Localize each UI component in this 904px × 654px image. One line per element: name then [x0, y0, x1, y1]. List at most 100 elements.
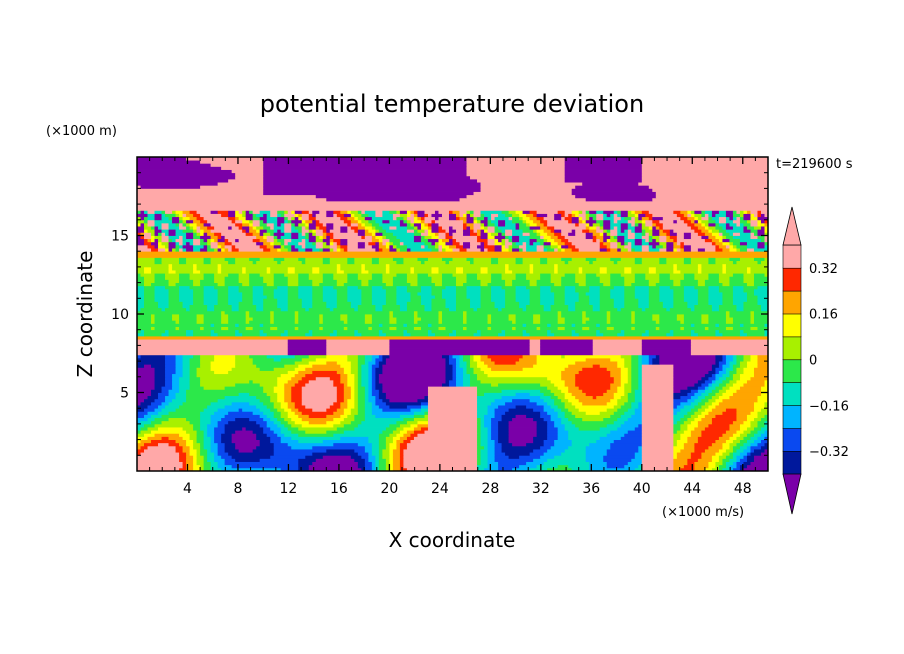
- field-cell: [210, 332, 219, 337]
- field-cell: [175, 282, 194, 287]
- field-cell: [343, 370, 352, 375]
- field-cell: [522, 210, 531, 214]
- field-cell: [371, 467, 376, 471]
- field-cell: [456, 367, 464, 371]
- field-cell: [557, 263, 674, 268]
- field-cell: [417, 282, 436, 287]
- field-cell: [371, 464, 376, 469]
- field-cell: [683, 320, 702, 324]
- field-cell: [137, 414, 145, 419]
- field-cell: [431, 298, 446, 302]
- field-cell: [235, 383, 261, 387]
- field-cell: [357, 222, 362, 227]
- field-cell: [228, 238, 236, 243]
- field-cell: [729, 467, 734, 471]
- field-cell: [540, 414, 552, 419]
- field-cell: [484, 244, 495, 249]
- field-cell: [424, 307, 432, 312]
- field-cell: [641, 241, 650, 246]
- field-cell: [505, 238, 509, 243]
- field-cell: [676, 442, 685, 447]
- field-cell: [704, 395, 713, 400]
- field-cell: [231, 219, 236, 224]
- field-cell: [606, 248, 611, 252]
- field-cell: [200, 238, 205, 243]
- field-cell: [536, 232, 541, 236]
- field-cell: [466, 317, 488, 321]
- field-cell: [406, 273, 418, 277]
- colorbar-segment: [782, 313, 802, 338]
- field-cell: [147, 445, 176, 450]
- field-cell: [718, 401, 755, 406]
- field-cell: [382, 370, 446, 375]
- field-cell: [470, 213, 474, 218]
- field-cell: [750, 452, 762, 456]
- field-cell: [715, 244, 720, 249]
- field-cell: [347, 257, 355, 262]
- field-cell: [540, 342, 594, 346]
- field-cell: [179, 433, 190, 437]
- field-cell: [620, 436, 643, 440]
- field-cell: [137, 379, 155, 384]
- field-cell: [452, 257, 467, 262]
- field-cell: [361, 467, 366, 471]
- field-cell: [484, 467, 499, 471]
- field-cell: [214, 427, 226, 431]
- field-cell: [746, 427, 755, 431]
- field-cell: [305, 232, 310, 236]
- field-cell: [676, 263, 699, 268]
- field-cell: [378, 436, 387, 440]
- field-cell: [175, 367, 183, 371]
- field-cell: [308, 276, 324, 280]
- field-cell: [522, 307, 527, 312]
- field-cell: [396, 301, 408, 305]
- field-cell: [144, 216, 148, 221]
- field-cell: [690, 408, 699, 412]
- field-cell: [228, 295, 243, 299]
- field-cell: [487, 219, 492, 224]
- field-cell: [487, 270, 506, 274]
- field-cell: [564, 395, 576, 400]
- field-cell: [333, 401, 341, 406]
- field-cell: [336, 248, 341, 252]
- field-cell: [424, 229, 429, 233]
- field-cell: [708, 445, 723, 450]
- field-cell: [168, 222, 176, 227]
- field-cell: [238, 273, 250, 277]
- field-cell: [228, 411, 254, 415]
- field-cell: [722, 263, 727, 268]
- field-cell: [634, 392, 643, 397]
- field-cell: [305, 222, 310, 227]
- field-cell: [564, 210, 573, 214]
- field-cell: [298, 257, 306, 262]
- field-cell: [676, 405, 685, 409]
- field-cell: [610, 219, 615, 224]
- field-cell: [599, 270, 608, 274]
- field-cell: [529, 210, 538, 214]
- field-cell: [648, 241, 660, 246]
- field-cell: [427, 392, 478, 397]
- field-cell: [477, 364, 488, 368]
- field-cell: [690, 351, 768, 356]
- field-cell: [624, 295, 636, 299]
- field-cell: [718, 307, 737, 312]
- field-cell: [641, 342, 692, 346]
- field-cell: [273, 442, 289, 447]
- field-cell: [613, 226, 618, 230]
- field-cell: [326, 354, 348, 359]
- field-cell: [172, 216, 180, 221]
- field-cell: [137, 238, 145, 243]
- field-cell: [701, 235, 709, 240]
- field-cell: [456, 276, 467, 280]
- field-cell: [718, 464, 727, 469]
- field-cell: [410, 295, 422, 299]
- field-cell: [610, 244, 618, 249]
- field-cell: [434, 210, 439, 214]
- field-cell: [547, 376, 562, 381]
- field-cell: [424, 219, 432, 224]
- field-cell: [711, 216, 720, 221]
- field-cell: [557, 210, 566, 214]
- field-cell: [137, 354, 141, 359]
- field-cell: [182, 364, 190, 368]
- field-cell: [634, 238, 643, 243]
